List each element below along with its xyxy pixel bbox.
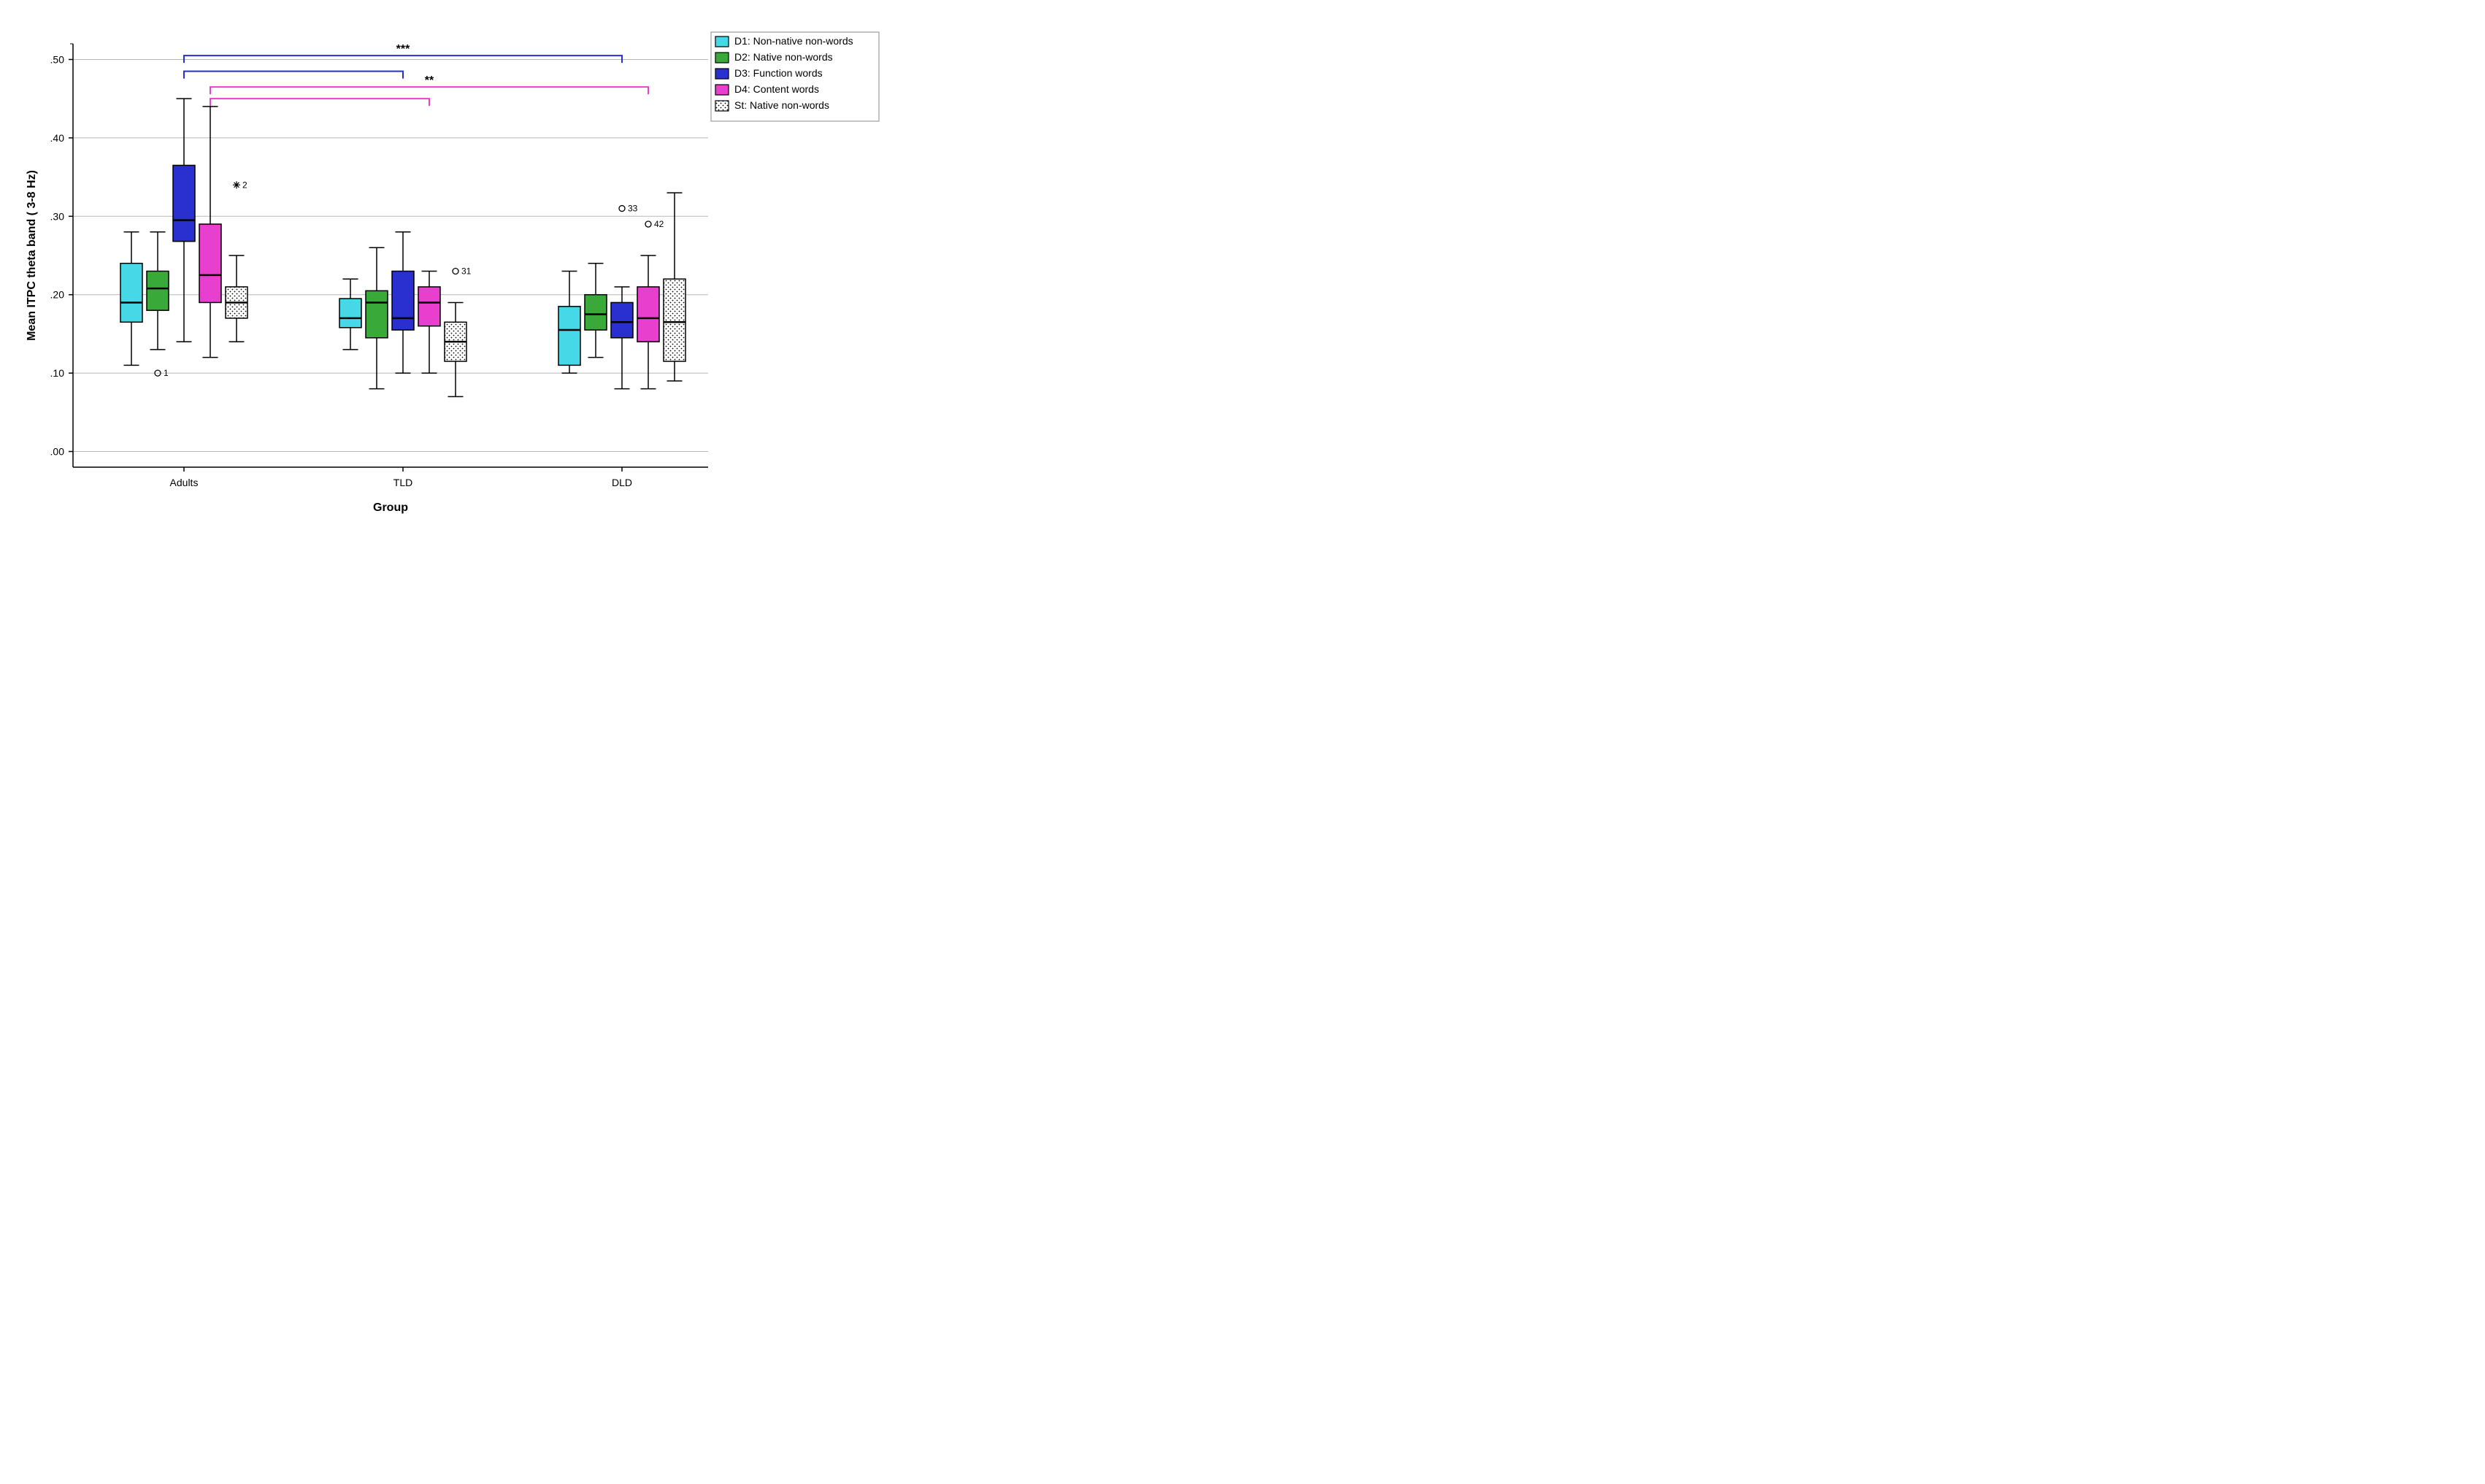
legend-swatch [715,53,729,63]
x-group-label: DLD [612,477,632,488]
outlier-label: 2 [242,180,247,190]
box [147,271,169,310]
outlier-label: 33 [628,204,638,214]
outlier-label: 31 [461,266,472,276]
y-tick-label: .10 [50,367,65,379]
significance-label: ** [425,74,434,87]
legend-label: D2: Native non-words [734,51,833,63]
y-tick-label: .50 [50,53,65,65]
box [392,271,414,330]
box [664,279,685,361]
y-tick-label: .00 [50,446,65,458]
x-axis-title: Group [373,501,408,514]
box [558,307,580,366]
outlier-label: 1 [164,368,169,378]
box [611,302,633,337]
legend-swatch [715,69,729,79]
y-tick-label: .40 [50,132,65,144]
box [339,299,361,328]
box [199,224,221,302]
x-group-label: Adults [170,477,199,488]
outlier-label: 42 [654,219,664,229]
legend-swatch [715,101,729,111]
box [173,165,195,241]
box [120,264,142,323]
y-tick-label: .20 [50,289,65,301]
y-axis-title: Mean ITPC theta band ( 3-8 Hz) [26,170,38,341]
legend-label: D4: Content words [734,83,819,95]
boxplot-chart: .00 .10 .20 .30 .40 .50 Mean ITPC theta band (… [15,15,891,537]
box [418,287,440,326]
box [637,287,659,342]
significance-label: *** [396,43,410,55]
legend-label: D1: Non-native non-words [734,35,853,47]
box [585,295,607,330]
y-tick-label: .30 [50,210,65,222]
legend-swatch [715,85,729,95]
legend-swatch [715,36,729,47]
x-group-label: TLD [393,477,412,488]
legend-label: D3: Function words [734,67,823,79]
box [366,291,388,337]
outlier-star-icon [233,181,240,188]
legend-label: St: Native non-words [734,99,829,111]
